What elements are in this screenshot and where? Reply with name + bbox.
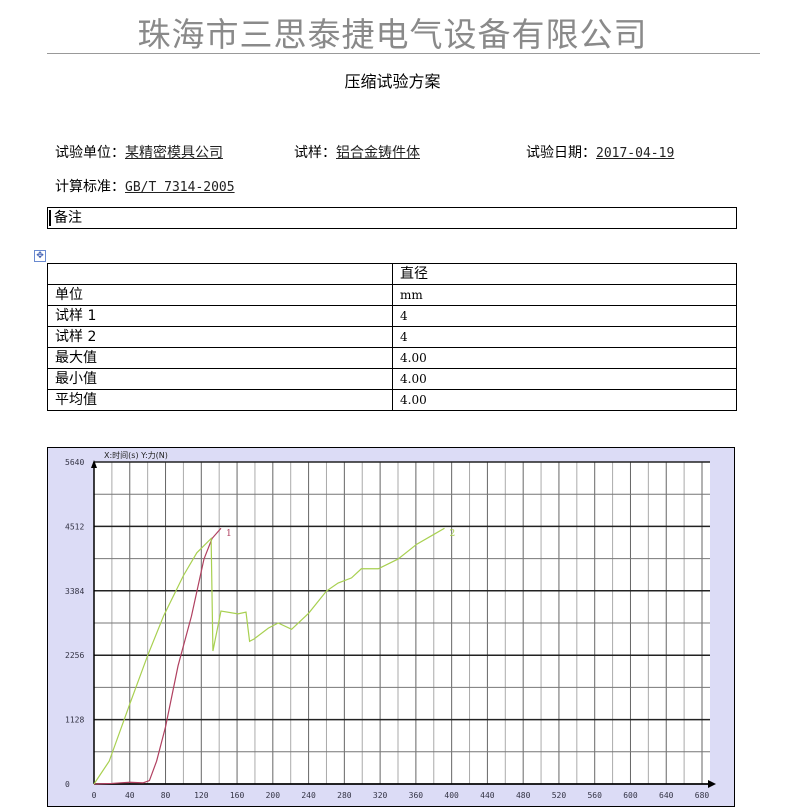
x-tick-label: 40 (125, 791, 135, 800)
sample-label: 试样： (294, 145, 336, 161)
series-label-2: 2 (449, 529, 455, 539)
test-unit-field: 试验单位：某精密模具公司 (55, 142, 223, 162)
series-line-1 (93, 527, 222, 785)
company-header: 珠海市三思泰捷电气设备有限公司 (137, 15, 648, 54)
axis-header: X:时间(s) Y:力(N) (104, 450, 168, 460)
table-cell[interactable]: 4.00 (392, 347, 737, 369)
remark-box[interactable]: 备注 (47, 207, 737, 229)
table-cell[interactable]: 4 (392, 326, 737, 348)
document-title: 压缩试验方案 (344, 72, 441, 91)
x-tick-label: 0 (92, 791, 97, 800)
x-tick-label: 440 (480, 791, 495, 800)
table-row: 最大值 4.00 (47, 347, 737, 369)
table-cell[interactable]: 4.00 (392, 389, 737, 411)
x-tick-label: 320 (373, 791, 388, 800)
table-cell[interactable]: 试样 1 (47, 305, 393, 327)
x-axis-arrow-icon (708, 780, 716, 788)
x-tick-label: 640 (659, 791, 674, 800)
table-cell[interactable]: 4 (392, 305, 737, 327)
y-tick-label: 0 (65, 780, 70, 789)
table-cell[interactable] (47, 263, 393, 285)
x-tick-label: 80 (161, 791, 171, 800)
test-unit-label: 试验单位： (55, 145, 125, 161)
y-tick-label: 4512 (65, 522, 84, 531)
table-cell[interactable]: 最小值 (47, 368, 393, 390)
table-cell[interactable]: 试样 2 (47, 326, 393, 348)
table-cell[interactable]: 直径 (392, 263, 737, 285)
table-row: 最小值 4.00 (47, 368, 737, 390)
sample-field: 试样：铝合金铸件体 (294, 142, 420, 162)
test-date-field: 试验日期：2017-04-19 (526, 142, 674, 162)
remark-label: 备注 (54, 210, 82, 226)
x-tick-label: 120 (194, 791, 209, 800)
standard-field: 计算标准：GB/T 7314-2005 (55, 176, 235, 196)
test-date-value[interactable]: 2017-04-19 (596, 146, 675, 161)
x-tick-label: 520 (552, 791, 567, 800)
series-label-1: 1 (226, 529, 232, 539)
y-axis-arrow-icon (91, 460, 97, 468)
y-tick-label: 1128 (65, 716, 84, 725)
x-tick-label: 680 (695, 791, 710, 800)
table-header-row: 直径 (47, 263, 737, 285)
x-tick-label: 480 (516, 791, 531, 800)
chart-svg: 0 40 80 120 160 200 240 280 320 360 400 440 480 520 56… (65, 450, 716, 800)
table-cell[interactable]: mm (392, 284, 737, 306)
header-divider (47, 53, 760, 54)
table-cell[interactable]: 平均值 (47, 389, 393, 411)
standard-label: 计算标准： (55, 179, 125, 195)
y-tick-label: 2256 (65, 651, 84, 660)
table-row: 单位 mm (47, 284, 737, 306)
x-tick-label: 200 (266, 791, 281, 800)
standard-value[interactable]: GB/T 7314-2005 (125, 180, 235, 195)
x-tick-label: 160 (230, 791, 245, 800)
x-tick-label: 560 (587, 791, 602, 800)
x-tick-label: 360 (409, 791, 424, 800)
sample-value[interactable]: 铝合金铸件体 (336, 145, 420, 161)
x-tick-label: 600 (623, 791, 638, 800)
y-tick-label: 5640 (65, 458, 84, 467)
x-tick-label: 400 (444, 791, 459, 800)
table-move-handle-icon[interactable]: ✥ (34, 250, 46, 262)
force-time-chart[interactable]: 0 40 80 120 160 200 240 280 320 360 400 440 480 520 56… (47, 447, 735, 807)
x-tick-label: 280 (337, 791, 352, 800)
test-unit-value[interactable]: 某精密模具公司 (125, 145, 223, 161)
table-cell[interactable]: 4.00 (392, 368, 737, 390)
test-date-label: 试验日期： (526, 145, 596, 161)
series-line-2 (93, 527, 445, 785)
table-cell[interactable]: 最大值 (47, 347, 393, 369)
table-cell[interactable]: 单位 (47, 284, 393, 306)
y-tick-label: 3384 (65, 587, 84, 596)
x-tick-label: 240 (301, 791, 316, 800)
table-row: 平均值 4.00 (47, 389, 737, 411)
